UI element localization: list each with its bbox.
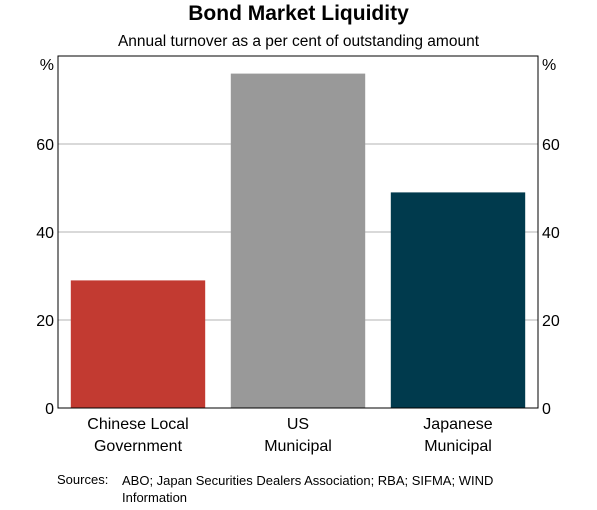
category-label: Municipal — [424, 438, 492, 455]
category-label: Municipal — [264, 438, 332, 455]
right-unit-label: % — [542, 57, 556, 74]
category-label: Government — [94, 438, 183, 455]
y-tick-label-left: 60 — [36, 137, 54, 154]
source-text: ABO; Japan Securities Dealers Associatio… — [122, 473, 494, 505]
category-label: US — [287, 416, 309, 433]
category-label: Japanese — [423, 416, 492, 433]
category-labels: Chinese Local Government US Municipal Japane… — [87, 416, 493, 455]
source-label: Sources: — [57, 472, 109, 487]
y-tick-label-right: 0 — [542, 401, 551, 418]
bars — [70, 73, 526, 408]
chart-subtitle: Annual turnover as a per cent of outstan… — [117, 33, 480, 50]
y-tick-label-left: 40 — [36, 225, 54, 242]
y-tick-label-right: 60 — [542, 137, 560, 154]
tick-labels: 0 0 20 20 40 40 60 60 — [36, 137, 560, 418]
category-label: Chinese Local — [87, 416, 188, 433]
y-tick-label-right: 40 — [542, 225, 560, 242]
left-unit-label: % — [40, 57, 54, 74]
y-tick-label-left: 20 — [36, 313, 54, 330]
chart-title: Bond Market Liquidity — [188, 2, 409, 25]
bar — [230, 73, 366, 408]
y-tick-label-right: 20 — [542, 313, 560, 330]
plot-frame — [57, 55, 539, 409]
y-tick-label-left: 0 — [45, 401, 54, 418]
bar — [390, 192, 526, 408]
bar — [70, 280, 206, 408]
